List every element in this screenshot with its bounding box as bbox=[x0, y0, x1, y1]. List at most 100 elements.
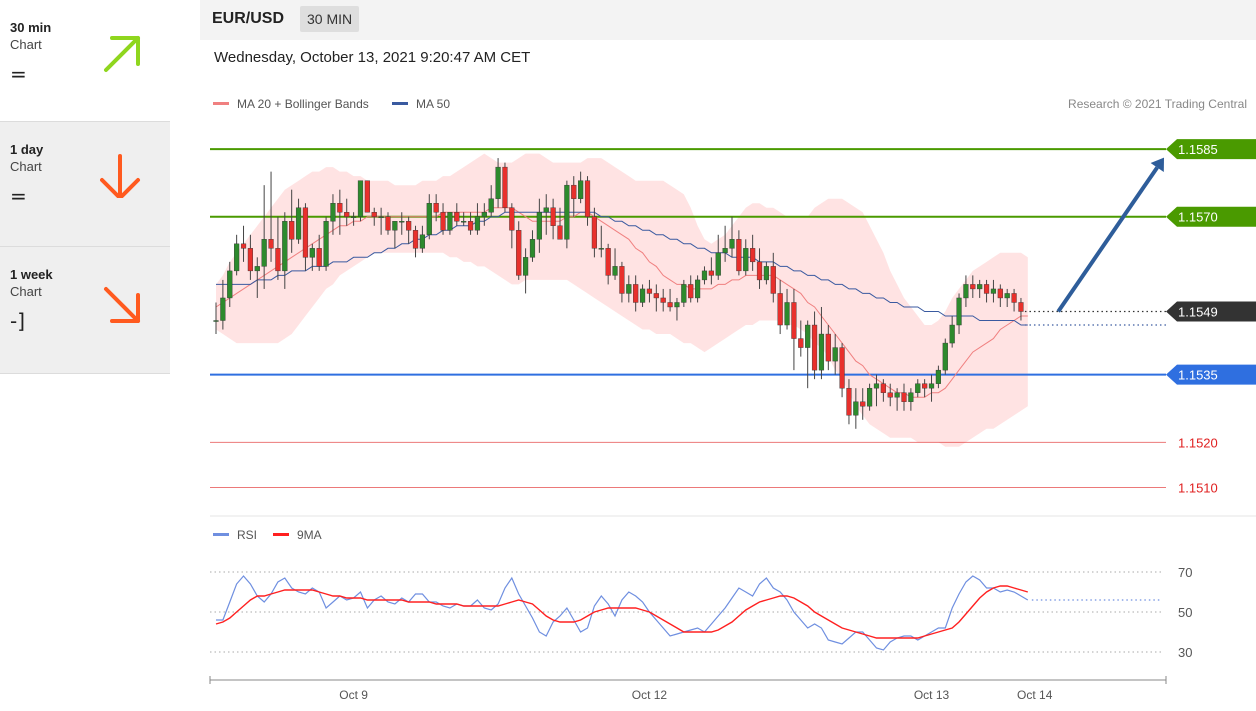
candle-body-up bbox=[282, 221, 288, 272]
candle bbox=[440, 203, 446, 235]
candle bbox=[578, 171, 584, 204]
candle bbox=[860, 388, 866, 420]
candles bbox=[213, 158, 1024, 429]
candle-body-up bbox=[378, 216, 384, 218]
timeframe-sidebar: 30 min Chart = 1 day Chart = 1 week Char… bbox=[0, 0, 170, 374]
candle bbox=[805, 320, 811, 389]
candle-body-down bbox=[646, 288, 653, 294]
candle bbox=[619, 261, 625, 303]
candle bbox=[516, 221, 522, 280]
candle bbox=[584, 176, 591, 226]
candle-body-down bbox=[454, 212, 460, 222]
candle-body-down bbox=[1018, 302, 1024, 312]
candle bbox=[1004, 288, 1010, 307]
arrow-down-right-icon bbox=[104, 287, 140, 323]
timeframe-button[interactable]: 30 MIN bbox=[300, 6, 360, 32]
candle bbox=[756, 248, 763, 289]
projection-arrow bbox=[1056, 157, 1164, 313]
candle bbox=[392, 221, 398, 249]
candle bbox=[254, 257, 260, 298]
candle-body-down bbox=[688, 284, 694, 299]
candle bbox=[977, 279, 983, 298]
candle-body-down bbox=[791, 302, 797, 339]
timeframe-sub: Chart bbox=[10, 37, 42, 52]
candle bbox=[839, 343, 845, 398]
level-label: 1.1520 bbox=[1178, 435, 1218, 450]
candle bbox=[1011, 288, 1017, 312]
candle-body-up bbox=[529, 239, 536, 258]
candle bbox=[309, 243, 315, 271]
timeframe-name: 30 min bbox=[10, 20, 52, 35]
candle bbox=[667, 288, 673, 312]
projection-line bbox=[1056, 166, 1159, 313]
candle bbox=[818, 306, 825, 380]
candle bbox=[880, 379, 886, 402]
candle-body-down bbox=[467, 221, 474, 231]
candle bbox=[915, 379, 921, 398]
candle bbox=[213, 302, 219, 335]
candle bbox=[743, 239, 749, 276]
candle bbox=[550, 198, 556, 240]
main-legend: MA 20 + Bollinger Bands MA 50 Research ©… bbox=[213, 97, 1247, 111]
candle bbox=[633, 275, 639, 312]
candle-body-down bbox=[433, 203, 439, 213]
candle bbox=[412, 225, 419, 258]
candle-body-down bbox=[860, 401, 866, 407]
candle-body-up bbox=[908, 392, 914, 402]
candle bbox=[591, 207, 598, 258]
candle bbox=[481, 203, 487, 226]
candle-body-down bbox=[660, 297, 666, 303]
candle bbox=[220, 279, 226, 330]
candle bbox=[433, 194, 439, 222]
candle bbox=[419, 225, 426, 253]
candle bbox=[364, 180, 370, 213]
chart-panel: EUR/USD 30 MIN Wednesday, October 13, 20… bbox=[200, 0, 1256, 711]
candle-body-up bbox=[942, 342, 948, 371]
level-value: 1.1585 bbox=[1178, 142, 1218, 157]
candle bbox=[598, 225, 604, 258]
candle bbox=[750, 234, 756, 271]
price-levels bbox=[210, 148, 1166, 488]
candle bbox=[488, 185, 494, 217]
candle bbox=[681, 279, 687, 307]
timeframe-sub: Chart bbox=[10, 159, 42, 174]
candle bbox=[337, 189, 343, 235]
level-value: 1.1570 bbox=[1178, 210, 1218, 225]
candle-body-down bbox=[825, 333, 831, 362]
candle-body-up bbox=[763, 266, 770, 281]
rsi-line bbox=[216, 575, 1029, 651]
candle-body-down bbox=[633, 284, 639, 303]
candle bbox=[523, 248, 529, 294]
candle-body-up bbox=[330, 203, 336, 222]
timeframe-card-1week[interactable]: 1 week Chart -] bbox=[0, 247, 170, 374]
candle bbox=[763, 261, 770, 285]
timeframe-card-30min[interactable]: 30 min Chart = bbox=[0, 0, 170, 122]
candle bbox=[247, 234, 254, 280]
candle bbox=[832, 334, 838, 375]
candle-body-up bbox=[977, 284, 983, 290]
candle-body-down bbox=[502, 166, 508, 208]
candle bbox=[825, 325, 831, 371]
legend-swatch-ma50 bbox=[392, 102, 408, 105]
candle-body-up bbox=[674, 302, 680, 308]
candle bbox=[495, 158, 501, 208]
timeframe-card-1day[interactable]: 1 day Chart = bbox=[0, 122, 170, 247]
currency-pair: EUR/USD bbox=[212, 10, 285, 27]
chart-credit: Research © 2021 Trading Central bbox=[1068, 97, 1247, 111]
level-value: 1.1510 bbox=[1178, 480, 1218, 495]
candle bbox=[543, 194, 549, 235]
candle-body-down bbox=[736, 239, 742, 272]
candle-body-up bbox=[928, 383, 935, 389]
candle bbox=[426, 194, 432, 240]
candle-body-up bbox=[832, 347, 838, 362]
candle-body-down bbox=[557, 225, 563, 240]
candle bbox=[316, 234, 322, 271]
candle bbox=[956, 293, 962, 335]
x-tick-label: Oct 13 bbox=[914, 688, 950, 702]
candle-body-up bbox=[426, 203, 432, 235]
x-tick-label: Oct 12 bbox=[632, 688, 668, 702]
candle-body-up bbox=[536, 212, 542, 240]
price-chart[interactable]: 1.1585 1.1570 1.1549 1.1535 1.1520 1.1510 MA … bbox=[200, 0, 1256, 711]
candle bbox=[371, 207, 377, 226]
level-value: 1.1535 bbox=[1178, 368, 1218, 383]
